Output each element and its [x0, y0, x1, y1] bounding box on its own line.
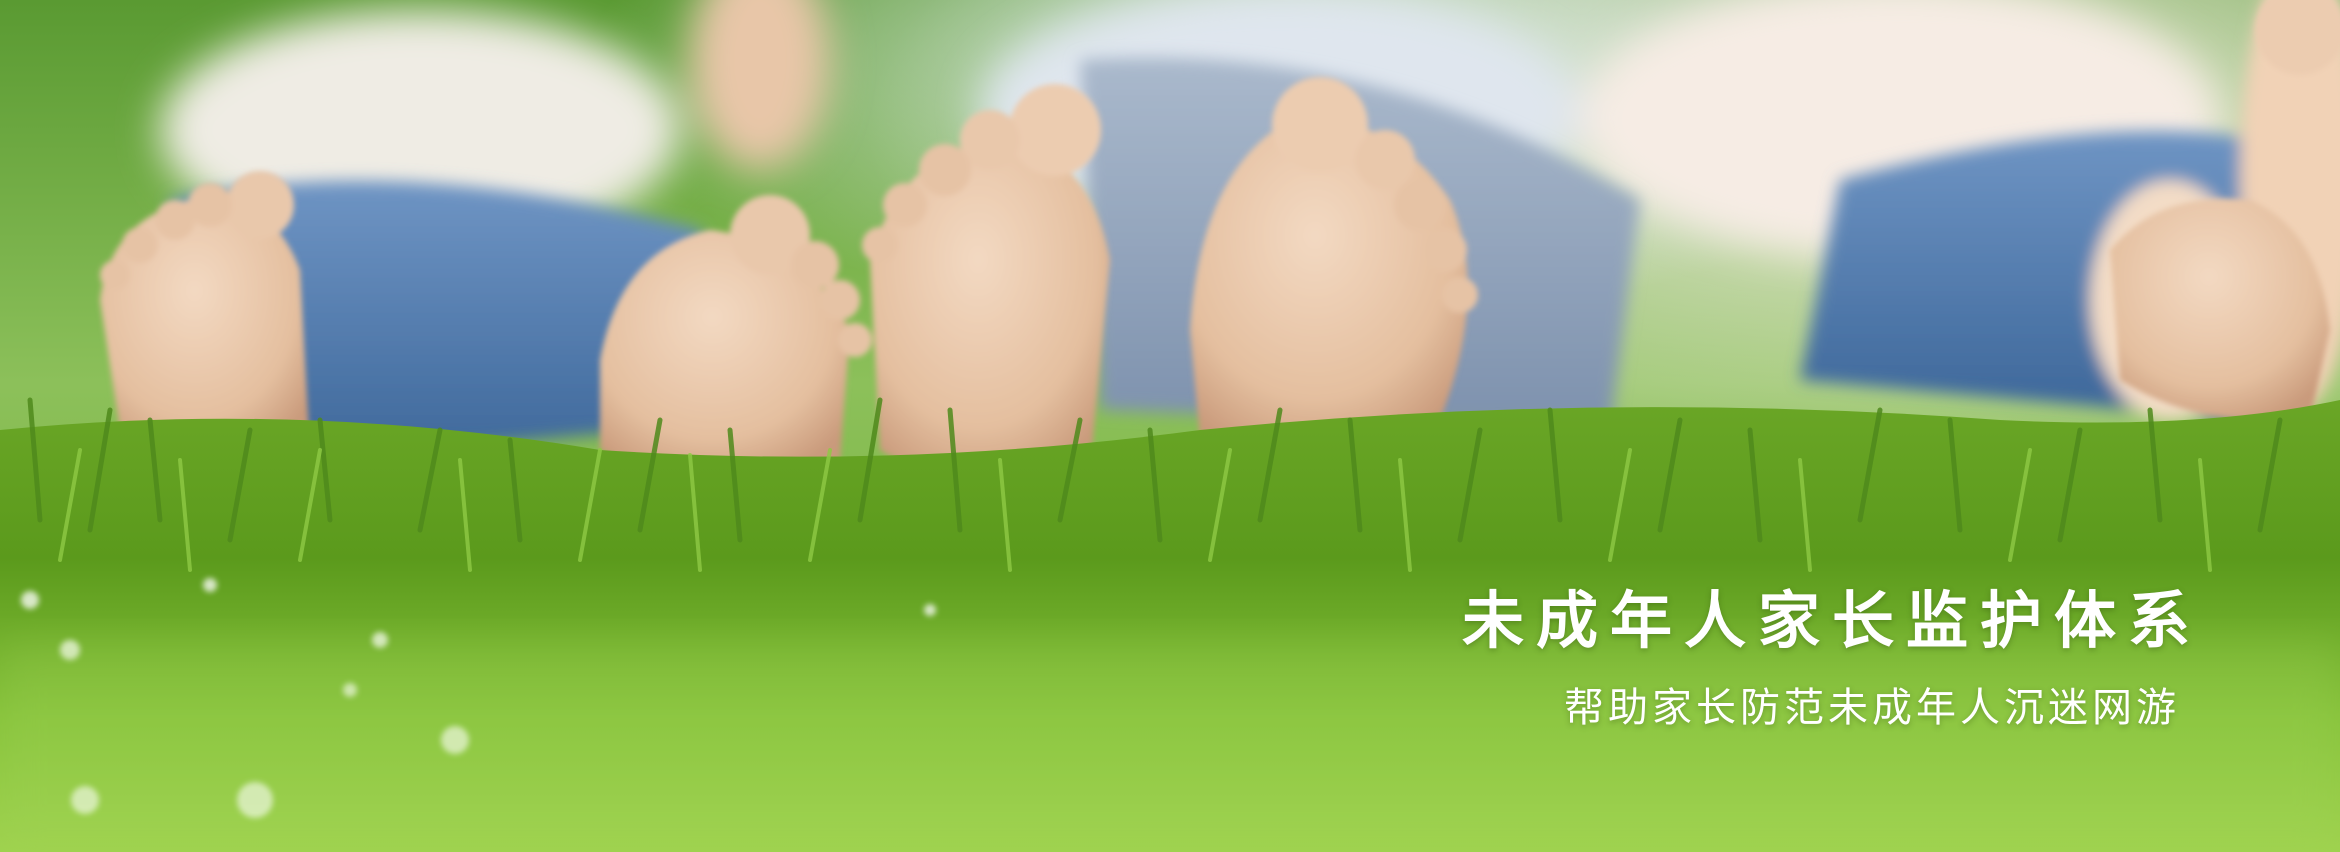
banner-subtitle: 帮助家长防范未成年人沉迷网游 — [1564, 685, 2180, 731]
banner-title: 未成年人家长监护体系 — [1461, 584, 2202, 657]
feet — [100, 0, 2340, 482]
banner-headline: 未成年人家长监护体系 帮助家长防范未成年人沉迷网游 — [1462, 578, 2190, 736]
